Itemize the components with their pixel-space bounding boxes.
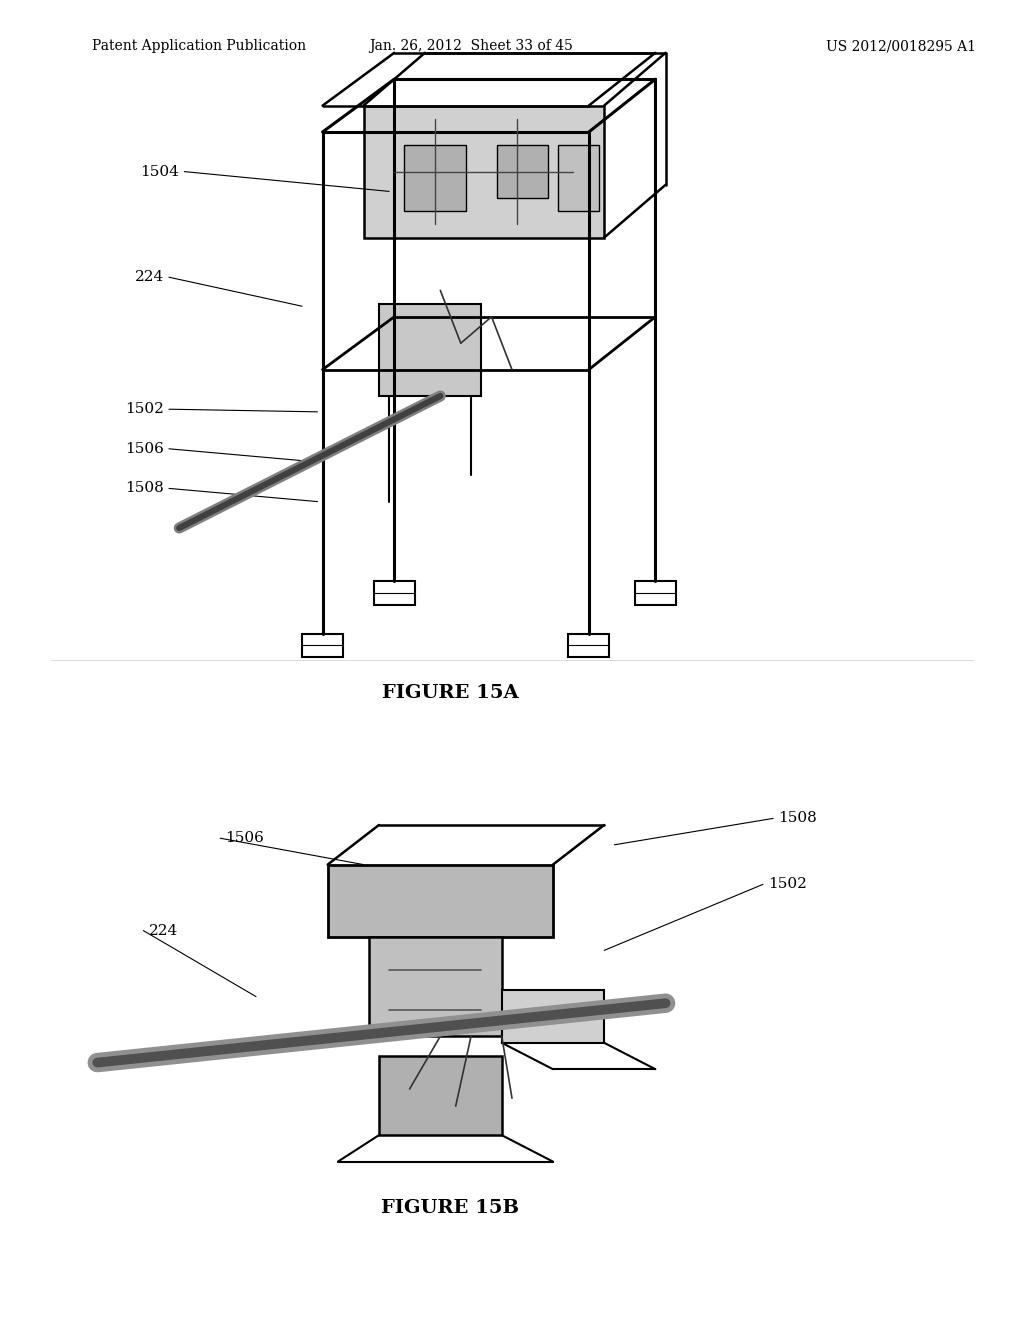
Text: 224: 224 — [148, 924, 178, 937]
Bar — [302, 634, 343, 657]
Text: 224: 224 — [134, 271, 164, 284]
Bar — [568, 634, 609, 657]
Bar — [497, 145, 548, 198]
Text: 1502: 1502 — [768, 878, 807, 891]
Text: 1508: 1508 — [125, 482, 164, 495]
Bar — [404, 145, 466, 211]
Text: 1502: 1502 — [125, 403, 164, 416]
Bar — [328, 865, 553, 937]
Text: 1506: 1506 — [125, 442, 164, 455]
Bar — [364, 106, 604, 238]
Bar — [369, 937, 502, 1036]
Text: 1508: 1508 — [778, 812, 817, 825]
Text: 1506: 1506 — [225, 832, 264, 845]
Bar — [558, 145, 599, 211]
Bar — [379, 1056, 502, 1135]
Text: FIGURE 15B: FIGURE 15B — [382, 1199, 519, 1217]
Text: US 2012/0018295 A1: US 2012/0018295 A1 — [826, 40, 976, 53]
Bar — [374, 581, 415, 605]
Text: FIGURE 15A: FIGURE 15A — [382, 684, 519, 702]
Text: Jan. 26, 2012  Sheet 33 of 45: Jan. 26, 2012 Sheet 33 of 45 — [369, 40, 573, 53]
Bar — [502, 990, 604, 1043]
Bar — [635, 581, 676, 605]
Text: Patent Application Publication: Patent Application Publication — [92, 40, 306, 53]
Text: 1504: 1504 — [140, 165, 179, 178]
Bar — [379, 304, 481, 396]
